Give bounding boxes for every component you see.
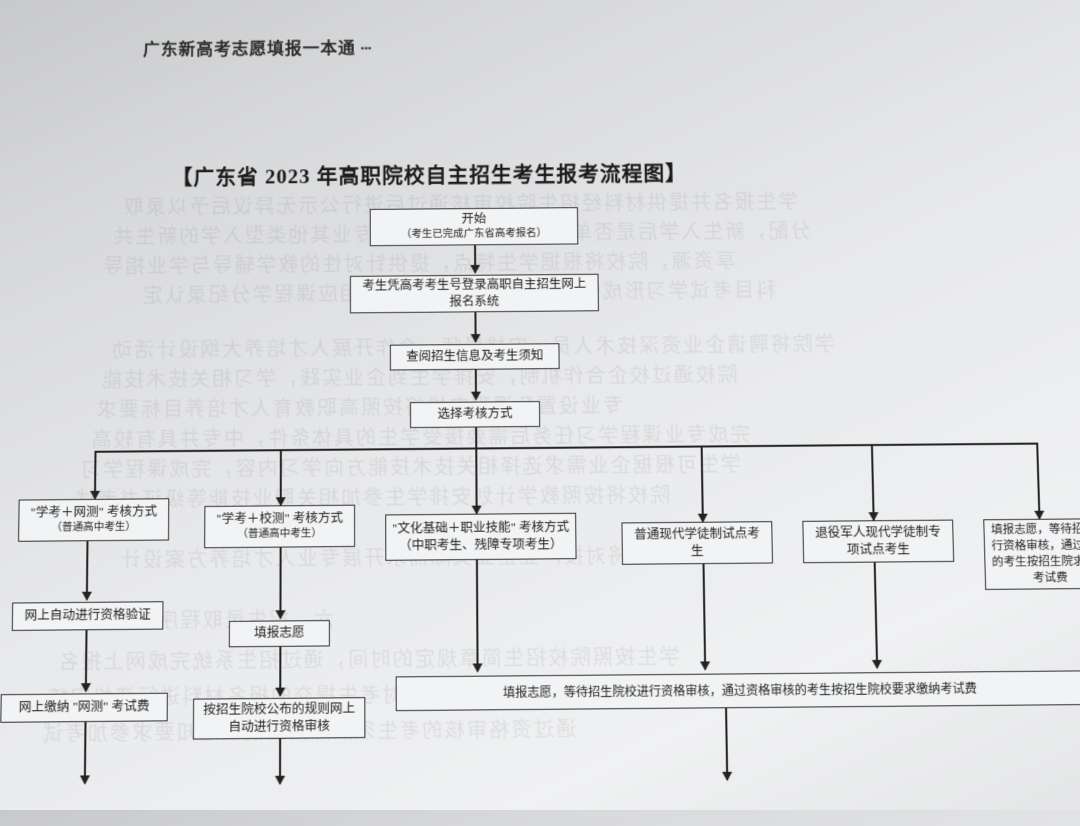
p1-l1: "学考＋网测" 考核方式: [30, 503, 157, 522]
node-path4: 普通现代学徒制试点考生: [621, 521, 773, 565]
node-start-l2: （考生已完成广东省高考报名）: [401, 227, 547, 243]
p3-a2: [725, 708, 728, 780]
flowchart-title: 【广东省 2023 年高职院校自主招生考生报考流程图】: [172, 157, 688, 191]
node-check: 查阅招生信息及考生须知: [390, 343, 560, 370]
arrow-2: [474, 312, 476, 342]
node-path2: "学考＋校测" 考核方式 （普通高中考生）: [204, 505, 355, 549]
p2-a3: [279, 739, 281, 784]
node-path6: 填报志愿，等待招生进行资格审核，通过审核的考生按招生院求缴纳考试费: [983, 518, 1080, 590]
p3-a1: [476, 560, 478, 672]
p2-a2: [279, 647, 281, 696]
node-p3a: 填报志愿，等待招生院校进行资格审核，通过资格审核的考生按招生院校要求缴纳考试费: [396, 670, 1080, 711]
fan-stem: [475, 427, 477, 447]
p6-t: 填报志愿，等待招生进行资格审核，通过审核的考生按招生院求缴纳考试费: [990, 521, 1080, 587]
node-p2a: 填报志愿: [229, 620, 330, 647]
p1b-t: 网上缴纳 "网测" 考试费: [19, 698, 150, 717]
p5-t: 退役军人现代学徒制专项试点考生: [809, 523, 947, 559]
node-p1b: 网上缴纳 "网测" 考试费: [0, 693, 168, 723]
node-path3: "文化基础＋职业技能" 考核方式（中职考生、残障专项考生）: [385, 513, 576, 561]
p1-a2: [85, 630, 87, 691]
p1-l2: （普通高中考生）: [51, 521, 136, 537]
p1-a1: [86, 541, 88, 600]
p3-l1: "文化基础＋职业技能" 考核方式（中职考生、残障专项考生）: [392, 518, 569, 555]
drop-5: [871, 444, 874, 520]
p1-a3: [84, 722, 86, 784]
page-header: 广东新高考志愿填报一本通 ···: [143, 34, 371, 60]
p4-a1: [703, 564, 706, 670]
flowchart-container: 开始 （考生已完成广东省高考报名） 考生凭高考考生号登录高职自主招生网上报名系统…: [0, 193, 1080, 826]
p2a-t: 填报志愿: [254, 625, 305, 643]
drop-6: [1036, 443, 1040, 519]
p1a-t: 网上自动进行资格验证: [24, 607, 150, 626]
p2b-t: 按招生院校公布的规则网上自动进行资格审核: [200, 700, 358, 737]
node-check-t: 查阅招生信息及考生须知: [406, 348, 543, 367]
node-login: 考生凭高考考生号登录高职自主招生网上报名系统: [350, 274, 599, 314]
p2-l2: （普通高中考生）: [237, 527, 322, 543]
drop-3: [475, 447, 477, 513]
node-path5: 退役军人现代学徒制专项试点考生: [802, 520, 954, 564]
drop-1: [94, 451, 96, 499]
node-path1: "学考＋网测" 考核方式 （普通高中考生）: [18, 498, 169, 542]
header-title-text: 广东新高考志愿填报一本通: [143, 39, 356, 59]
arrow-1: [474, 245, 476, 273]
node-select-t: 选择考核方式: [437, 405, 512, 423]
header-dots: ···: [360, 39, 371, 57]
p2-a1: [279, 548, 281, 619]
p4-t: 普通现代学徒制试点考生: [629, 525, 766, 561]
node-p1a: 网上自动进行资格验证: [12, 601, 164, 631]
fan-bar: [94, 443, 1036, 453]
node-p2b: 按招生院校公布的规则网上自动进行资格审核: [193, 697, 365, 739]
p3a-t: 填报志愿，等待招生院校进行资格审核，通过资格审核的考生按招生院校要求缴纳考试费: [503, 680, 977, 701]
p2-l1: "学考＋校测" 考核方式: [216, 510, 343, 529]
arrow-3: [475, 370, 477, 400]
drop-4: [701, 446, 704, 522]
node-select: 选择考核方式: [410, 401, 540, 428]
node-start-l1: 开始: [461, 211, 486, 228]
p5-a1: [874, 563, 878, 669]
node-login-t: 考生凭高考考生号登录高职自主招生网上报名系统: [357, 275, 592, 312]
node-start: 开始 （考生已完成广东省高考报名）: [370, 207, 579, 246]
drop-2: [280, 449, 282, 505]
